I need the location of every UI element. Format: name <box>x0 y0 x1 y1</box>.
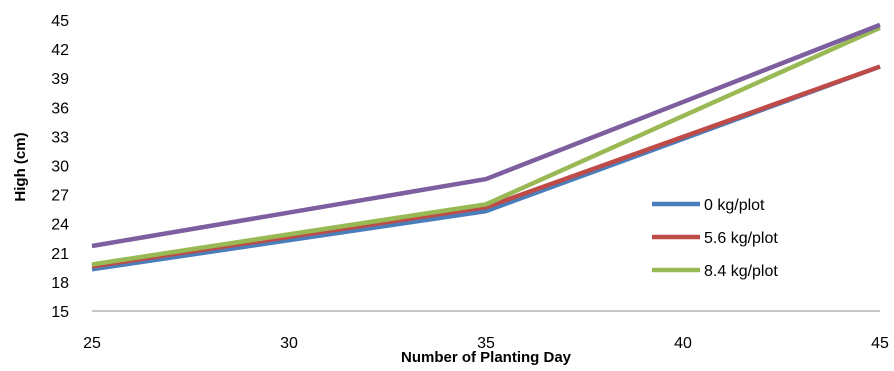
x-tick-label: 35 <box>477 335 495 352</box>
y-tick-label: 33 <box>51 129 69 146</box>
y-tick-label: 15 <box>51 304 69 321</box>
y-axis-title: High (cm) <box>12 132 29 201</box>
legend-label: 8.4 kg/plot <box>704 263 778 280</box>
legend-label: 0 kg/plot <box>704 197 765 214</box>
x-tick-label: 25 <box>83 335 101 352</box>
series-line-4 <box>91 22 881 249</box>
y-tick-label: 24 <box>51 217 69 234</box>
series-lines <box>91 22 881 272</box>
x-tick-label: 40 <box>674 335 692 352</box>
x-axis-title: Number of Planting Day <box>401 349 572 366</box>
y-tick-label: 39 <box>51 71 69 88</box>
x-tick-label: 30 <box>280 335 298 352</box>
y-tick-label: 21 <box>51 246 69 263</box>
y-tick-label: 45 <box>51 13 69 30</box>
y-tick-label: 30 <box>51 159 69 176</box>
y-tick-label: 36 <box>51 100 69 117</box>
y-tick-label: 27 <box>51 188 69 205</box>
legend-label: 5.6 kg/plot <box>704 230 778 247</box>
y-tick-label: 42 <box>51 42 69 59</box>
y-tick-label: 18 <box>51 275 69 292</box>
x-axis-ticks: 25 30 35 40 45 <box>83 335 889 352</box>
series-line-3 <box>91 25 881 267</box>
x-tick-label: 45 <box>871 335 889 352</box>
y-axis-ticks: 15 18 21 24 27 30 33 36 39 42 45 <box>51 13 69 321</box>
legend: 0 kg/plot 5.6 kg/plot 8.4 kg/plot <box>652 197 778 280</box>
